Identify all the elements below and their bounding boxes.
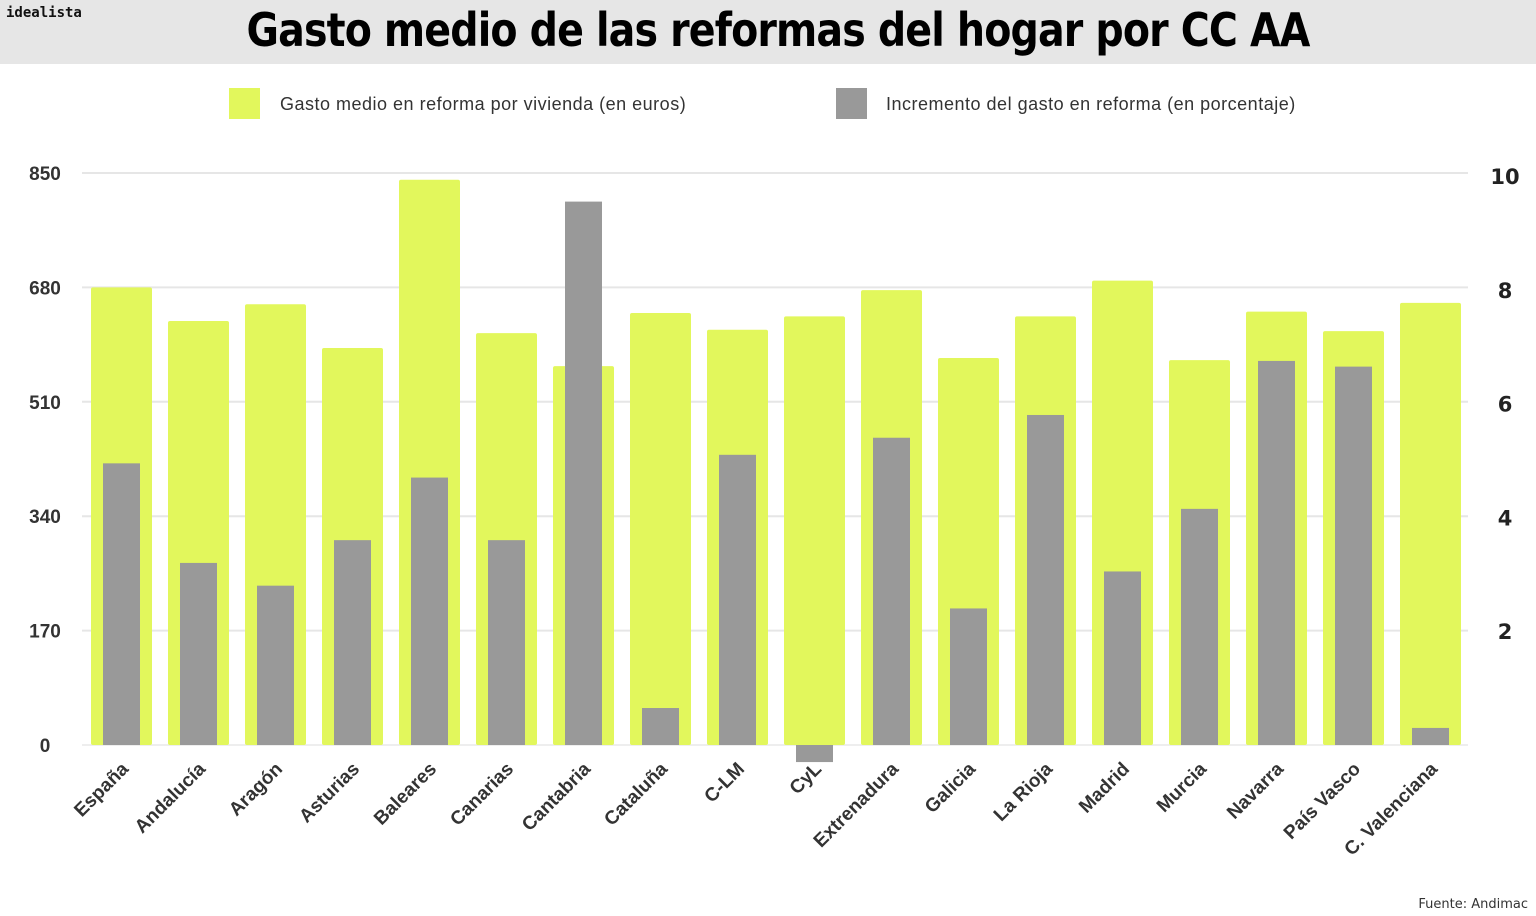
y-right-tick-label: 6	[1498, 393, 1513, 417]
category-label: CyL	[786, 758, 827, 799]
bar-gasto	[784, 316, 845, 745]
bar-incremento	[334, 540, 371, 745]
bar-incremento	[1027, 414, 1064, 745]
bar-incremento	[257, 585, 294, 745]
category-label: Madrid	[1075, 759, 1134, 818]
brand-logo: idealista	[6, 5, 82, 21]
category-label: País Vasco	[1280, 759, 1365, 844]
bar-incremento	[642, 708, 679, 745]
bar-incremento	[1258, 360, 1295, 745]
bar-incremento	[180, 562, 217, 745]
category-label: Andalucía	[131, 758, 210, 837]
bar-incremento	[873, 437, 910, 745]
bar-incremento	[796, 745, 833, 763]
category-label: Galicia	[921, 758, 980, 817]
y-left-tick-label: 340	[29, 507, 61, 528]
bar-incremento	[565, 201, 602, 746]
legend-swatch-gasto	[229, 88, 260, 119]
chart-title: Gasto medio de las reformas del hogar po…	[246, 3, 1311, 57]
y-left-tick-label: 510	[29, 393, 61, 414]
bar-incremento	[719, 454, 756, 745]
legend-label-gasto: Gasto medio en reforma por vivienda (en …	[280, 94, 686, 114]
bar-incremento	[1412, 727, 1449, 745]
y-left-tick-label: 170	[29, 622, 61, 643]
y-right-tick-label: 8	[1498, 279, 1513, 303]
bar-incremento	[1104, 571, 1141, 745]
category-label: Murcia	[1153, 758, 1211, 816]
bar-incremento	[411, 477, 448, 745]
legend-swatch-incremento	[836, 88, 867, 119]
legend-label-incremento: Incremento del gasto en reforma (en porc…	[886, 94, 1296, 114]
bar-gasto	[630, 312, 691, 745]
category-label: Asturias	[295, 759, 364, 828]
y-right-tick-label: 2	[1498, 620, 1513, 644]
category-label: La Rioja	[990, 758, 1057, 825]
bar-incremento	[1335, 366, 1372, 745]
y-right-tick-label: 4	[1498, 506, 1513, 530]
category-label: Canarias	[446, 759, 518, 831]
y-left-tick-label: 0	[40, 736, 51, 757]
bar-gasto	[1400, 302, 1461, 745]
bar-incremento	[103, 463, 140, 745]
category-label: Cantabria	[518, 758, 595, 835]
category-label: España	[70, 758, 133, 821]
bar-incremento	[488, 540, 525, 745]
bar-incremento	[950, 608, 987, 745]
category-label: Aragón	[225, 759, 287, 821]
category-label: Navarra	[1223, 758, 1288, 823]
category-label: Baleares	[370, 759, 441, 830]
header-bar: idealista Gasto medio de las reformas de…	[0, 0, 1536, 64]
y-left-tick-label: 850	[29, 164, 61, 185]
y-right-tick-label: 10	[1490, 165, 1519, 189]
y-left-tick-label: 680	[29, 278, 61, 299]
category-label: C-LM	[701, 759, 749, 807]
bar-incremento	[1181, 508, 1218, 745]
category-label: Cataluña	[600, 758, 672, 830]
source-note: Fuente: Andimac	[1418, 897, 1528, 912]
